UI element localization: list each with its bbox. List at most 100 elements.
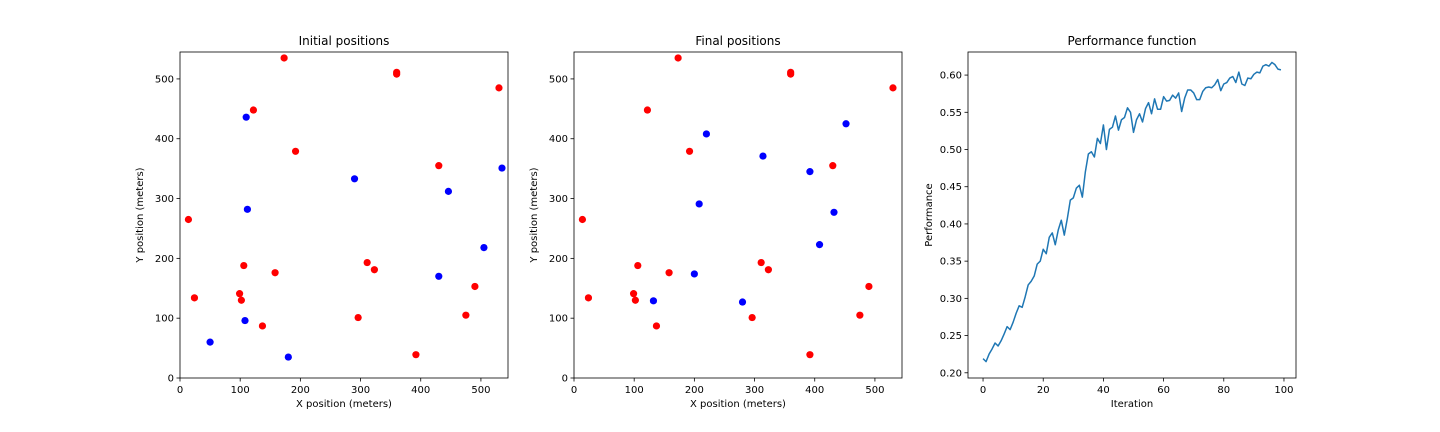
red-point bbox=[757, 258, 765, 267]
red-point bbox=[190, 294, 199, 302]
blue-point bbox=[242, 113, 250, 121]
red-point bbox=[652, 322, 661, 330]
x-axis-label: Iteration bbox=[1111, 399, 1153, 410]
red-point bbox=[354, 313, 362, 322]
red-point bbox=[370, 266, 378, 274]
y-tick-label: 0.35 bbox=[940, 257, 962, 268]
y-tick-label: 500 bbox=[549, 74, 568, 85]
blue-point bbox=[806, 168, 814, 176]
x-axis-label: X position (meters) bbox=[690, 399, 786, 410]
x-tick-label: 40 bbox=[1097, 385, 1110, 396]
red-point bbox=[249, 106, 258, 114]
y-tick-label: 200 bbox=[549, 254, 568, 265]
y-tick-label: 0.45 bbox=[940, 182, 962, 193]
red-point bbox=[889, 84, 897, 92]
blue-point bbox=[690, 270, 698, 278]
x-tick-label: 400 bbox=[411, 385, 430, 396]
red-point bbox=[856, 311, 864, 319]
blue-point bbox=[842, 120, 850, 128]
x-tick-label: 100 bbox=[625, 385, 644, 396]
panel-final-positions: Final positions 0 100 200 300 400 500 0 100 200 30… bbox=[529, 34, 903, 410]
y-tick-label: 100 bbox=[155, 314, 174, 325]
y-axis-label: Y position (meters) bbox=[529, 167, 540, 263]
blue-point bbox=[206, 338, 214, 346]
y-tick-label: 0 bbox=[168, 374, 174, 385]
blue-point bbox=[695, 200, 703, 208]
x-tick-label: 100 bbox=[231, 385, 250, 396]
y-tick-label: 0.25 bbox=[940, 331, 962, 342]
y-tick-label: 0.20 bbox=[940, 368, 962, 379]
y-tick-label: 100 bbox=[549, 314, 568, 325]
axes-frame bbox=[967, 51, 1297, 379]
red-point bbox=[829, 162, 837, 170]
red-point bbox=[495, 84, 503, 92]
red-point bbox=[363, 258, 371, 267]
red-point bbox=[629, 290, 638, 298]
red-point bbox=[748, 313, 756, 322]
red-point bbox=[634, 261, 642, 270]
y-tick-label: 0.55 bbox=[940, 108, 962, 119]
red-point bbox=[237, 296, 245, 304]
blue-point bbox=[702, 130, 711, 138]
blue-point bbox=[498, 164, 506, 172]
red-point bbox=[865, 282, 873, 291]
red-point bbox=[412, 351, 420, 359]
red-point bbox=[184, 215, 193, 224]
blue-point bbox=[759, 152, 767, 160]
x-tick-label: 0 bbox=[177, 385, 183, 396]
red-point bbox=[471, 282, 479, 291]
blue-point bbox=[243, 205, 252, 213]
plot-area bbox=[184, 54, 506, 361]
y-tick-label: 200 bbox=[155, 254, 174, 265]
red-point bbox=[806, 351, 814, 359]
plot-area bbox=[578, 54, 897, 359]
red-point bbox=[674, 54, 682, 62]
blue-point bbox=[444, 187, 453, 195]
red-point bbox=[280, 54, 288, 62]
y-tick-label: 0 bbox=[562, 374, 568, 385]
red-point bbox=[631, 296, 639, 304]
blue-point bbox=[480, 244, 488, 252]
y-axis-label: Y position (meters) bbox=[135, 167, 146, 263]
x-axis-label: X position (meters) bbox=[296, 399, 392, 410]
x-tick-label: 300 bbox=[351, 385, 370, 396]
y-tick-label: 0.60 bbox=[940, 71, 962, 82]
x-tick-label: 60 bbox=[1157, 385, 1170, 396]
red-point bbox=[787, 68, 795, 76]
x-tick-label: 200 bbox=[291, 385, 310, 396]
y-tick-label: 300 bbox=[155, 194, 174, 205]
y-axis-label: Performance bbox=[924, 183, 935, 246]
blue-point bbox=[649, 297, 658, 305]
red-point bbox=[685, 147, 694, 155]
y-tick-label: 300 bbox=[549, 194, 568, 205]
y-tick-label: 400 bbox=[155, 134, 174, 145]
red-point bbox=[271, 269, 279, 277]
x-tick-label: 200 bbox=[685, 385, 704, 396]
y-tick-label: 0.40 bbox=[940, 219, 962, 230]
red-point bbox=[764, 266, 772, 274]
red-point bbox=[235, 290, 244, 298]
blue-point bbox=[241, 316, 249, 325]
red-point bbox=[665, 269, 673, 277]
panel-performance-function: Performance function 0 20 40 60 80 100 0.20 0.25… bbox=[924, 34, 1297, 410]
blue-point bbox=[435, 272, 443, 280]
axes-frame bbox=[573, 51, 903, 379]
plot-area bbox=[982, 61, 1282, 363]
red-point bbox=[435, 162, 443, 170]
y-tick-label: 500 bbox=[155, 74, 174, 85]
blue-point bbox=[350, 175, 359, 183]
x-tick-label: 400 bbox=[805, 385, 824, 396]
red-point bbox=[462, 311, 470, 319]
red-point bbox=[240, 261, 248, 270]
x-tick-label: 0 bbox=[980, 385, 986, 396]
x-tick-label: 20 bbox=[1037, 385, 1050, 396]
blue-point bbox=[738, 298, 747, 306]
performance-line bbox=[982, 61, 1282, 363]
x-tick-label: 100 bbox=[1274, 385, 1293, 396]
axes-frame bbox=[179, 51, 509, 379]
blue-point bbox=[284, 353, 292, 361]
x-tick-label: 500 bbox=[865, 385, 884, 396]
x-tick-label: 500 bbox=[471, 385, 490, 396]
